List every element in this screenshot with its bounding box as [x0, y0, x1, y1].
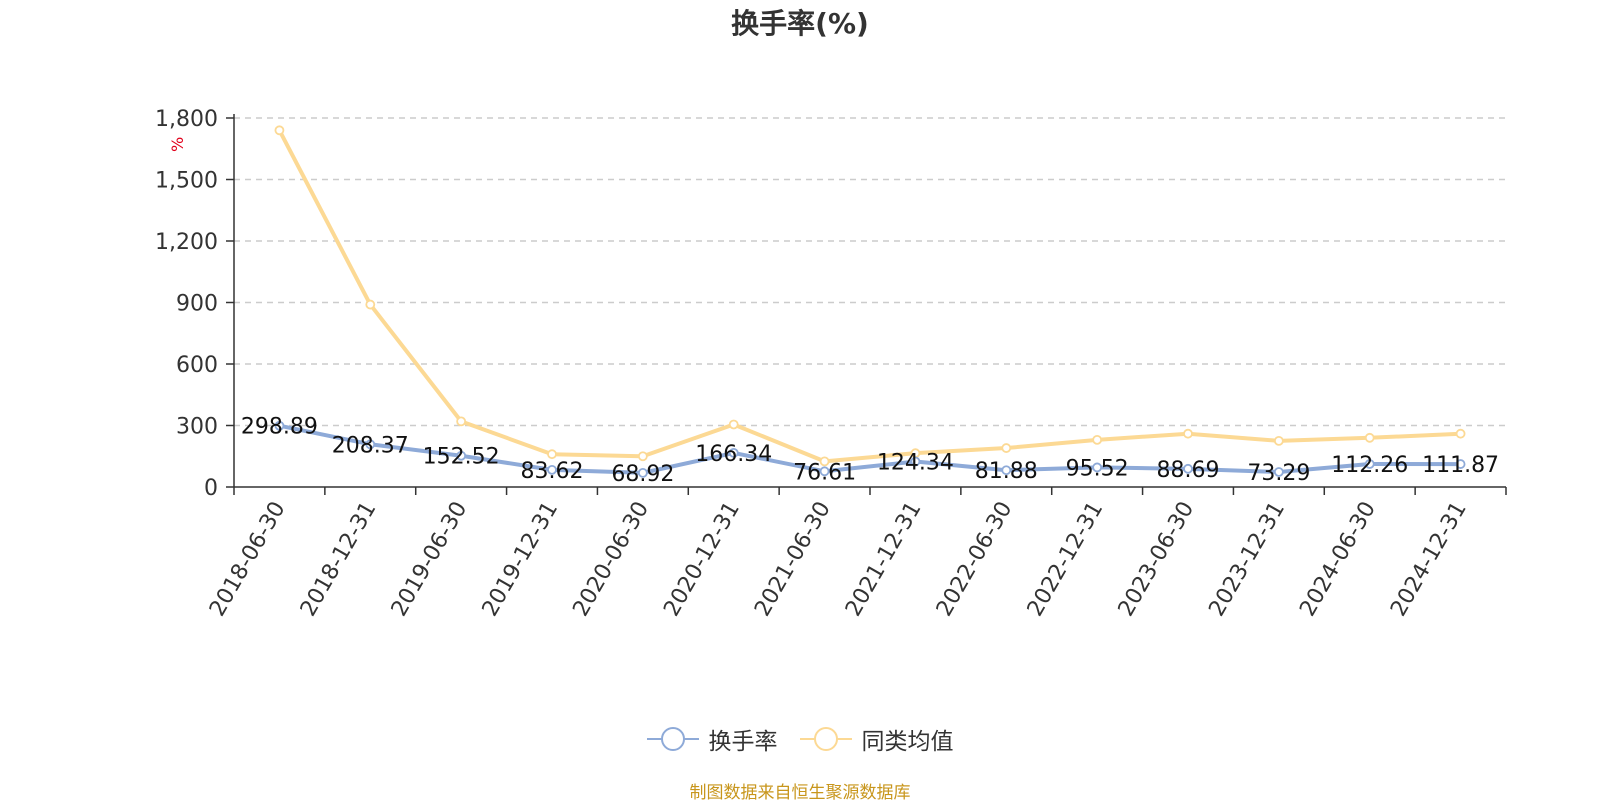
x-tick-label: 2022-06-30 — [932, 497, 1018, 620]
y-tick-label: 900 — [176, 292, 218, 317]
legend-label-peer-average: 同类均值 — [861, 729, 954, 755]
x-tick-label: 2022-12-31 — [1023, 498, 1109, 621]
legend-label-turnover: 换手率 — [708, 729, 778, 755]
turnover-line — [277, 423, 1463, 475]
turnover-point — [728, 448, 739, 458]
peer-average-point — [365, 299, 376, 310]
peer-average-point — [547, 449, 557, 460]
y-tick-label: 1,800 — [155, 107, 218, 132]
turnover-point — [910, 456, 921, 467]
y-tick-label: 1,200 — [155, 230, 218, 255]
x-tick-label: 2021-06-30 — [750, 498, 836, 621]
turnover-point — [637, 467, 648, 478]
peer-average-point — [819, 456, 830, 467]
legend-marker-turnover — [646, 727, 699, 751]
x-tick-label: 2018-12-31 — [296, 498, 382, 621]
peer-average-point — [1092, 434, 1103, 445]
turnover-point — [1001, 465, 1012, 476]
turnover-data-label: 124.34 — [877, 451, 954, 476]
turnover-point — [274, 420, 285, 431]
x-tick-label: 2020-12-31 — [659, 498, 745, 621]
x-tick-label: 2018-06-30 — [205, 498, 291, 621]
turnover-point — [819, 466, 830, 477]
peer-average-point — [728, 419, 739, 430]
legend-item-turnover[interactable]: 换手率 — [646, 722, 778, 756]
y-tick-label: 1,500 — [155, 169, 218, 194]
peer-average-point — [274, 125, 285, 136]
turnover-data-label: 298.89 — [241, 415, 318, 440]
legend: 换手率 同类均值 — [0, 722, 1600, 756]
y-tick-label: 600 — [176, 353, 218, 378]
turnover-data-label: 208.37 — [332, 433, 409, 458]
x-tick-label: 2019-06-30 — [387, 497, 473, 620]
turnover-point — [1273, 467, 1284, 477]
y-tick-label: 0 — [204, 476, 218, 501]
peer-average-point — [1364, 432, 1375, 443]
turnover-data-label: 73.29 — [1247, 461, 1310, 486]
x-tick-label: 2023-06-30 — [1114, 498, 1200, 621]
data-source-note: 制图数据来自恒生聚源数据库 — [689, 783, 911, 803]
x-tick-label: 2021-12-31 — [841, 498, 927, 621]
peer-average-point — [1455, 428, 1466, 439]
turnover-point — [547, 464, 557, 475]
turnover-point — [1183, 463, 1193, 474]
peer-average-point — [1001, 443, 1012, 453]
turnover-point — [1364, 459, 1375, 469]
x-tick-label: 2019-12-31 — [478, 498, 564, 621]
turnover-point — [365, 439, 376, 450]
turnover-data-label: 76.61 — [793, 460, 856, 485]
turnover-point — [1092, 462, 1103, 473]
peer-average-line — [277, 128, 1463, 464]
legend-item-peer-average[interactable]: 同类均值 — [799, 722, 954, 756]
x-tick-label: 2020-06-30 — [568, 498, 654, 621]
turnover-data-label: 166.34 — [695, 442, 772, 467]
x-tick-label: 2024-12-31 — [1386, 498, 1472, 621]
turnover-data-label: 81.88 — [975, 459, 1038, 484]
turnover-data-label: 152.52 — [423, 445, 500, 470]
x-tick-label: 2024-06-30 — [1295, 498, 1381, 621]
turnover-point — [456, 450, 467, 461]
turnover-data-label: 112.26 — [1331, 453, 1408, 478]
chart-title: 换手率(%) — [731, 7, 869, 40]
x-tick-label: 2023-12-31 — [1204, 498, 1290, 621]
turnover-data-label: 83.62 — [521, 459, 584, 484]
turnover-data-label: 68.92 — [611, 462, 674, 487]
turnover-data-label: 111.87 — [1422, 453, 1499, 478]
y-tick-label: 300 — [176, 415, 218, 440]
turnover-data-label: 88.69 — [1157, 458, 1220, 483]
peer-average-point — [1273, 435, 1284, 446]
legend-marker-peer-average — [799, 727, 852, 751]
peer-average-point — [1183, 428, 1193, 439]
peer-average-point — [456, 416, 467, 427]
peer-average-point — [637, 451, 648, 462]
turnover-point — [1455, 459, 1466, 469]
turnover-data-label: 95.52 — [1066, 456, 1129, 481]
